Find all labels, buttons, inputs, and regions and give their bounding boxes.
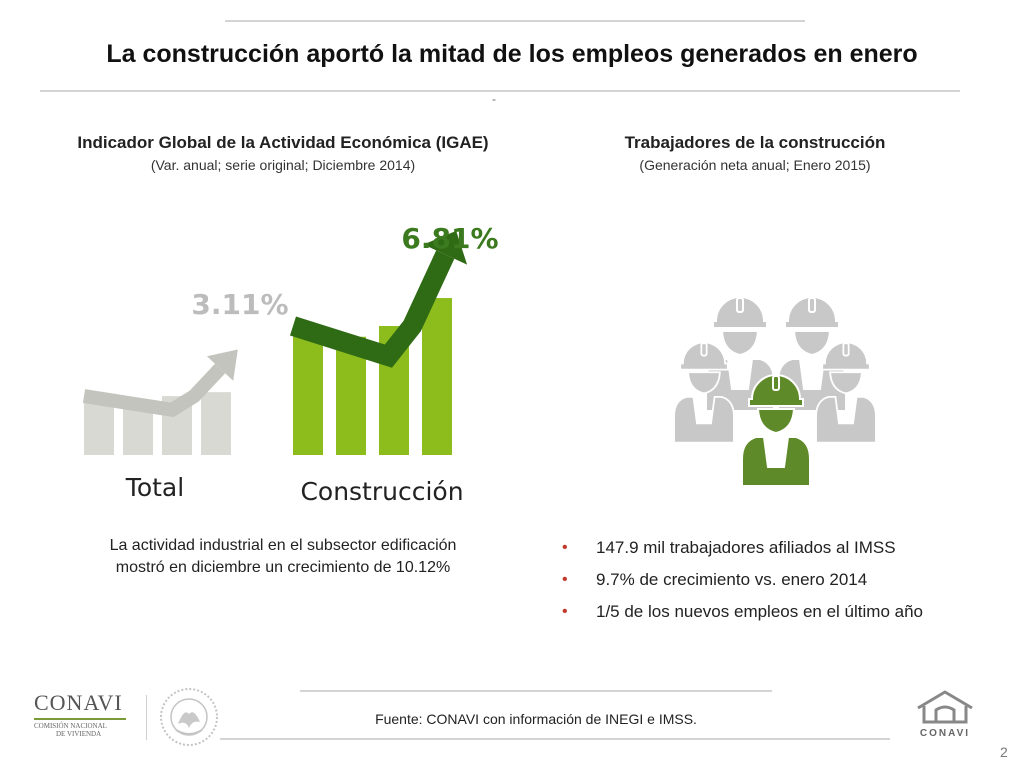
bullet-text: 9.7% de crecimiento vs. enero 2014 [596,570,868,589]
bullet-dot-icon: • [562,603,568,620]
left-section-title: Indicador Global de la Actividad Económi… [77,133,489,152]
trend-arrow-head [423,230,468,265]
chart-bar [201,392,231,455]
value-label-total: 3.11% [191,288,289,321]
footer-rule-top [300,690,772,692]
trend-arrow-head [206,349,238,381]
left-note-line-2: mostró en diciembre un crecimiento de 10… [115,559,451,576]
page-number: 2 [1000,744,1008,760]
trend-arrow-line [82,363,226,418]
conavi-logo-left: CONAVI COMISIÓN NACIONAL DE VIVIENDA [34,690,134,738]
title-mark: - [492,92,496,106]
right-section-title: Trabajadores de la construcción [624,133,886,152]
conavi-logo-left-sub1: COMISIÓN NACIONAL [34,722,107,730]
footer-source: Fuente: CONAVI con información de INEGI … [375,711,697,727]
trend-arrow-line [289,250,455,368]
bullet-item: • 147.9 mil trabajadores afiliados al IMS… [562,537,1002,569]
chart-bar [422,298,452,455]
igae-chart [82,230,468,455]
left-note-line-1: La actividad industrial en el subsector … [109,537,457,554]
conavi-logo-left-sub2: DE VIVIENDA [56,730,102,738]
left-section-subtitle: (Var. anual; serie original; Diciembre 2… [150,157,416,173]
bullet-text: 1/5 de los nuevos empleos en el último a… [596,602,923,621]
left-note: La actividad industrial en el subsector … [30,535,536,579]
category-label-construccion: Construcción [300,477,464,506]
right-bullet-list: • 147.9 mil trabajadores afiliados al IMS… [562,537,1002,633]
page-title: La construcción aportó la mitad de los e… [106,40,918,68]
bullet-text: 147.9 mil trabajadores afiliados al IMSS [596,538,896,557]
bullet-dot-icon: • [562,539,568,556]
right-section-subtitle: (Generación neta anual; Enero 2015) [639,157,871,173]
logo-divider [146,695,147,740]
chart-bar [84,400,114,455]
chart-bar [293,336,323,455]
conavi-house-logo-icon [917,690,973,724]
bullet-item: • 1/5 de los nuevos empleos en el último … [562,601,1002,633]
workers-icon [673,296,877,485]
coat-of-arms-icon [160,688,218,746]
conavi-logo-left-rule [34,718,126,720]
top-rule [225,20,805,22]
footer-rule-bottom [220,738,890,740]
bullet-dot-icon: • [562,571,568,588]
conavi-logo-right-text: CONAVI [919,728,971,739]
bullet-item: • 9.7% de crecimiento vs. enero 2014 [562,569,1002,601]
title-underline [40,90,960,92]
category-label-total: Total [125,473,185,502]
value-label-construccion: 6.81% [401,222,499,255]
conavi-logo-left-text: CONAVI [34,690,123,715]
